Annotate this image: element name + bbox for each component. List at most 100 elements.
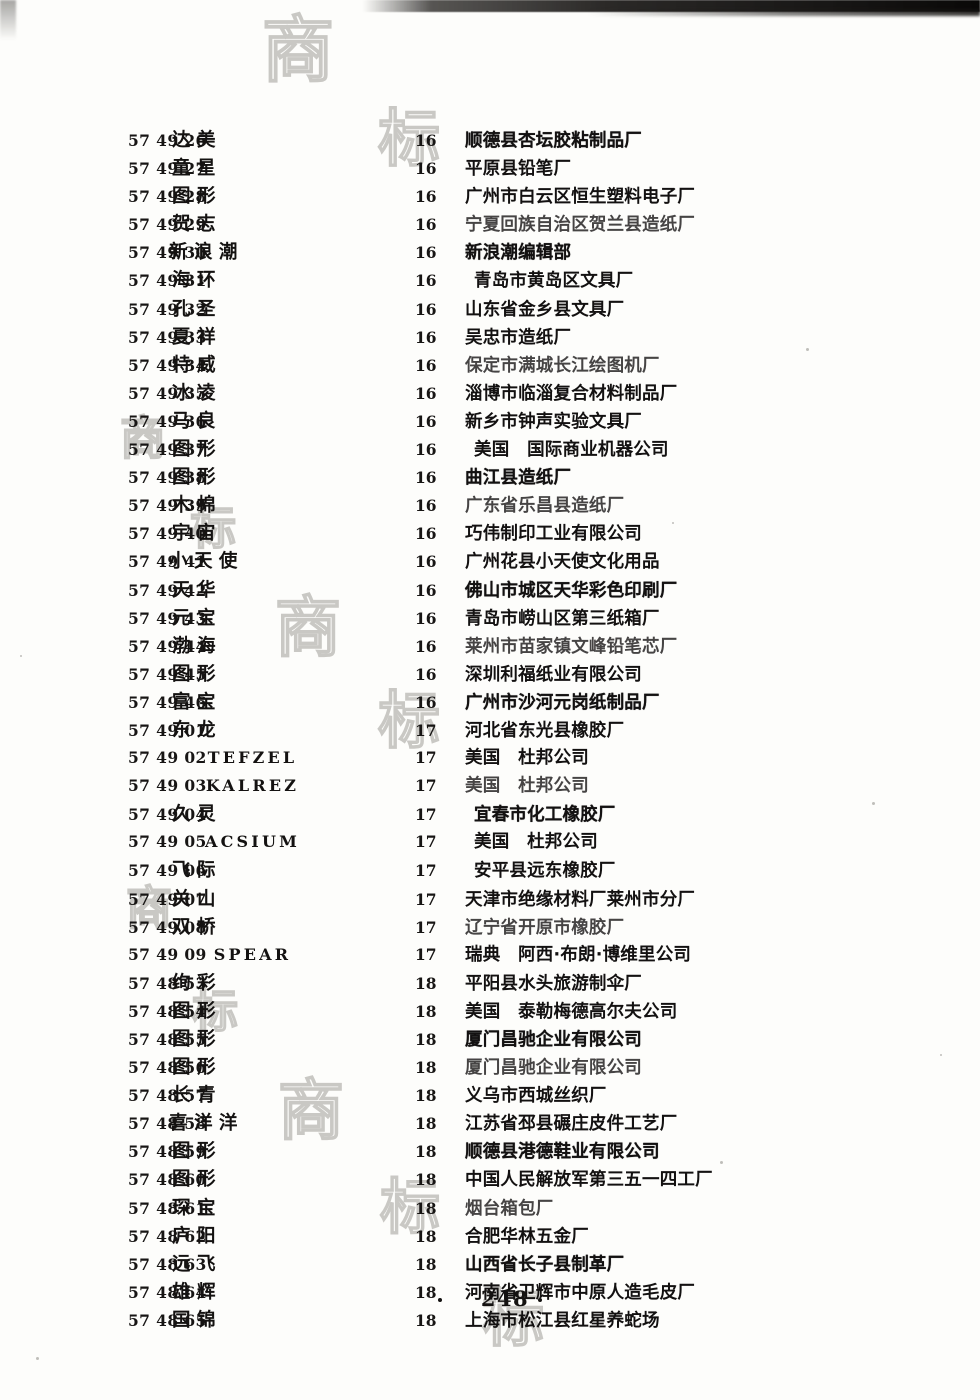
registrant-name: 辽宁省开原市橡胶厂 xyxy=(465,917,625,938)
table-row[interactable]: 57 49 39 木 棉 16 广东省乐昌县造纸厂 xyxy=(0,491,980,519)
trademark-class: 16 xyxy=(415,131,437,150)
trademark-class: 17 xyxy=(415,917,437,937)
table-row[interactable]: 57 49 26 达 美 16 顺德县杏坛胶粘制品厂 xyxy=(0,126,980,154)
table-row[interactable]: 57 48 55 图 形 18 厦门昌驰企业有限公司 xyxy=(0,1025,980,1053)
table-row[interactable]: 57 48 63 远 飞 18 山西省长子县制革厂 xyxy=(0,1250,980,1278)
registration-number: 57 48 61 xyxy=(128,1198,207,1218)
trademark-class: 18 xyxy=(415,1030,437,1049)
registration-number: 57 49 36 xyxy=(128,411,207,431)
table-row[interactable]: 57 49 09 SPEAR 17 瑞典 阿西·布朗·博维里公司 xyxy=(0,941,980,969)
watermark-shang-3: 商 xyxy=(274,589,342,666)
table-row[interactable]: 57 49 05 ACSIUM 17 美国 杜邦公司 xyxy=(0,828,980,856)
table-row[interactable]: 57 49 33 夏 祥 16 吴忠市造纸厂 xyxy=(0,323,980,351)
registrant-name: 曲江县造纸厂 xyxy=(465,468,572,489)
trademark-name: 小 天 使 xyxy=(169,551,238,573)
table-row[interactable]: 57 48 61 琛 宝 18 烟台箱包厂 xyxy=(0,1194,980,1222)
table-row[interactable]: 57 49 06 飞 际 17 安平县远东橡胶厂 xyxy=(0,856,980,884)
table-row[interactable]: 57 49 42 天 华 16 佛山市城区天华彩色印刷厂 xyxy=(0,576,980,604)
trademark-name: 图 形 xyxy=(172,1169,216,1191)
registration-number: 57 49 45 xyxy=(128,664,207,684)
watermark-shang-4: 商 xyxy=(125,881,173,935)
trademark-name: 达 美 xyxy=(172,130,216,151)
table-row[interactable]: 57 49 32 孔 圣 16 山东省金乡县文具厂 xyxy=(0,295,980,323)
table-row[interactable]: 57 48 54 图 形 18 美国 泰勒梅德高尔夫公司 xyxy=(0,997,980,1025)
trademark-name: 飞 际 xyxy=(172,860,216,882)
registrant-name: 广州市沙河元岗纸制品厂 xyxy=(465,692,660,713)
table-row[interactable]: 57 49 08 双 桥 17 辽宁省开原市橡胶厂 xyxy=(0,913,980,941)
registrant-name: 安平县远东橡胶厂 xyxy=(474,861,616,882)
table-row[interactable]: 57 48 60 图 形 18 中国人民解放军第三五一四工厂 xyxy=(0,1165,980,1193)
registration-number: 57 49 40 xyxy=(128,524,207,544)
trademark-name: 图 形 xyxy=(172,1141,216,1163)
table-row[interactable]: 57 48 57 长 青 18 义乌市西城丝织厂 xyxy=(0,1081,980,1109)
registration-number: 57 49 46 xyxy=(128,692,207,712)
registrant-name: 深圳利福纸业有限公司 xyxy=(465,664,642,685)
trademark-class: 16 xyxy=(415,552,437,572)
trademark-name: 双 桥 xyxy=(172,916,216,938)
trademark-name: 童 星 xyxy=(172,158,216,180)
table-row[interactable]: 57 49 38 图 形 16 曲江县造纸厂 xyxy=(0,463,980,491)
registration-number: 57 48 59 xyxy=(128,1142,207,1162)
trademark-class: 16 xyxy=(415,524,437,544)
registrant-name: 广东省乐昌县造纸厂 xyxy=(465,496,625,517)
trademark-name: 天 华 xyxy=(172,579,216,601)
table-row[interactable]: 57 49 45 图 形 16 深圳利福纸业有限公司 xyxy=(0,660,980,688)
trademark-name: 海 环 xyxy=(172,270,216,292)
trademark-class: 18 xyxy=(415,1114,437,1134)
table-row[interactable]: 57 48 65 国 锦 18 上海市松江县红星养蛇场 xyxy=(0,1306,980,1334)
registrant-name: 山东省金乡县文具厂 xyxy=(465,299,625,320)
table-row[interactable]: 57 48 58 喜 洋 洋 18 江苏省邳县碾庄皮件工艺厂 xyxy=(0,1109,980,1137)
table-row[interactable]: 57 48 53 绚 彩 18 平阳县水头旅游制伞厂 xyxy=(0,969,980,997)
table-row[interactable]: 57 48 64 雄 辉 18 河南省卫辉市中原人造毛皮厂 xyxy=(0,1278,980,1306)
registration-number: 57 49 27 xyxy=(128,159,207,179)
table-row[interactable]: 57 48 62 庐 阳 18 合肥华林五金厂 xyxy=(0,1222,980,1250)
table-row[interactable]: 57 49 03 KALREZ 17 美国 杜邦公司 xyxy=(0,772,980,800)
table-row[interactable]: 57 49 44 渤 海 16 莱州市苗家镇文峰铅笔芯厂 xyxy=(0,632,980,660)
trademark-class: 16 xyxy=(415,271,437,291)
registrant-name: 巧伟制印工业有限公司 xyxy=(465,524,642,545)
scan-speck xyxy=(672,522,674,524)
table-row[interactable]: 57 49 30 新 浪 潮 16 新浪潮编辑部 xyxy=(0,238,980,266)
table-row[interactable]: 57 49 31 海 环 16 青岛市黄岛区文具厂 xyxy=(0,266,980,294)
table-row[interactable]: 57 49 36 马 良 16 新乡市钟声实验文具厂 xyxy=(0,407,980,435)
trademark-class: 18 xyxy=(415,1282,437,1302)
table-row[interactable]: 57 49 40 宇 宙 16 巧伟制印工业有限公司 xyxy=(0,519,980,547)
registration-number: 57 49 31 xyxy=(128,271,207,291)
trademark-name: 喜 洋 洋 xyxy=(169,1113,238,1135)
trademark-name: 渤 海 xyxy=(172,635,216,657)
registrant-name: 厦门昌驰企业有限公司 xyxy=(465,1058,642,1079)
registrant-name: 河北省东光县橡胶厂 xyxy=(465,720,625,741)
page-number: 248 xyxy=(480,1286,530,1311)
registrant-name: 瑞典 阿西·布朗·博维里公司 xyxy=(465,944,692,965)
table-row[interactable]: 57 49 04 久 灵 17 宜春市化工橡胶厂 xyxy=(0,800,980,828)
registrant-name: 新乡市钟声实验文具厂 xyxy=(465,411,642,432)
trademark-class: 18 xyxy=(415,1198,437,1218)
scan-speck xyxy=(20,655,22,657)
table-row[interactable]: 57 49 35 冰 凌 16 淄博市临淄复合材料制品厂 xyxy=(0,379,980,407)
registration-number: 57 49 29 xyxy=(128,215,207,235)
registrant-name: 顺德县港德鞋业有限公司 xyxy=(465,1142,660,1163)
table-row[interactable]: 57 49 43 元 宝 16 青岛市崂山区第三纸箱厂 xyxy=(0,604,980,632)
table-row[interactable]: 57 49 28 图 形 16 广州市白云区恒生塑料电子厂 xyxy=(0,182,980,210)
table-row[interactable]: 57 49 29 贺 志 16 宁夏回族自治区贺兰县造纸厂 xyxy=(0,210,980,238)
table-row[interactable]: 57 49 27 童 星 16 平原县铅笔厂 xyxy=(0,154,980,182)
registration-number: 57 48 55 xyxy=(128,1030,207,1049)
table-row[interactable]: 57 49 01 东 龙 17 河北省东光县橡胶厂 xyxy=(0,716,980,744)
trademark-name: 国 锦 xyxy=(172,1309,216,1331)
table-row[interactable]: 57 49 46 富 宝 16 广州市沙河元岗纸制品厂 xyxy=(0,688,980,716)
table-row[interactable]: 57 49 02 TEFZEL 17 美国 杜邦公司 xyxy=(0,744,980,772)
trademark-name: 东 龙 xyxy=(172,719,216,741)
table-row[interactable]: 57 49 34 特 威 16 保定市满城长江绘图机厂 xyxy=(0,351,980,379)
table-row[interactable]: 57 48 56 图 形 18 厦门昌驰企业有限公司 xyxy=(0,1053,980,1081)
trademark-name: 关 山 xyxy=(172,888,216,910)
registration-number: 57 49 44 xyxy=(128,636,207,656)
trademark-class: 16 xyxy=(415,692,437,712)
trademark-name: TEFZEL xyxy=(207,748,298,768)
table-row[interactable]: 57 49 07 关 山 17 天津市绝缘材料厂莱州市分厂 xyxy=(0,885,980,913)
registration-number: 57 48 56 xyxy=(128,1058,207,1078)
registration-number: 57 49 37 xyxy=(128,440,207,460)
table-row[interactable]: 57 48 59 图 形 18 顺德县港德鞋业有限公司 xyxy=(0,1137,980,1165)
registrant-name: 中国人民解放军第三五一四工厂 xyxy=(465,1170,713,1191)
table-row[interactable]: 57 49 41 小 天 使 16 广州花县小天使文化用品 xyxy=(0,547,980,575)
table-row[interactable]: 57 49 37 图 形 16 美国 国际商业机器公司 xyxy=(0,435,980,463)
